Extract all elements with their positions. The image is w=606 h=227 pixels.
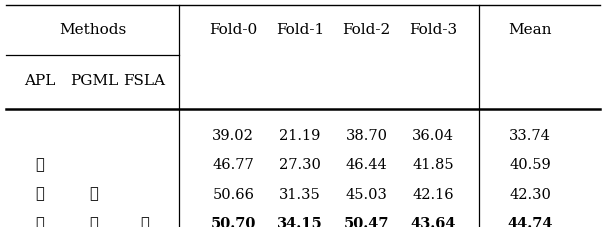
Text: Mean: Mean [508,23,552,37]
Text: 40.59: 40.59 [510,158,551,171]
Text: Fold-3: Fold-3 [409,23,458,37]
Text: 38.70: 38.70 [345,128,388,142]
Text: 50.47: 50.47 [344,216,390,227]
Text: 21.19: 21.19 [279,128,321,142]
Text: 50.66: 50.66 [212,187,255,201]
Text: Fold-0: Fold-0 [209,23,258,37]
Text: 44.74: 44.74 [507,216,553,227]
Text: ✓: ✓ [35,216,44,227]
Text: ✓: ✓ [35,158,44,171]
Text: ✓: ✓ [35,187,44,201]
Text: 27.30: 27.30 [279,158,321,171]
Text: 50.70: 50.70 [211,216,256,227]
Text: 46.44: 46.44 [346,158,387,171]
Text: ✓: ✓ [90,216,98,227]
Text: APL: APL [24,74,55,88]
Text: ✓: ✓ [90,187,98,201]
Text: ✓: ✓ [140,216,148,227]
Text: 45.03: 45.03 [345,187,388,201]
Text: Methods: Methods [59,23,126,37]
Text: FSLA: FSLA [123,74,165,88]
Text: Fold-2: Fold-2 [342,23,391,37]
Text: 42.16: 42.16 [413,187,454,201]
Text: 36.04: 36.04 [412,128,454,142]
Text: 46.77: 46.77 [213,158,254,171]
Text: 33.74: 33.74 [509,128,551,142]
Text: 43.64: 43.64 [410,216,456,227]
Text: 39.02: 39.02 [212,128,255,142]
Text: PGML: PGML [70,74,118,88]
Text: 34.15: 34.15 [277,216,323,227]
Text: 42.30: 42.30 [509,187,551,201]
Text: Fold-1: Fold-1 [276,23,324,37]
Text: 41.85: 41.85 [413,158,454,171]
Text: 31.35: 31.35 [279,187,321,201]
